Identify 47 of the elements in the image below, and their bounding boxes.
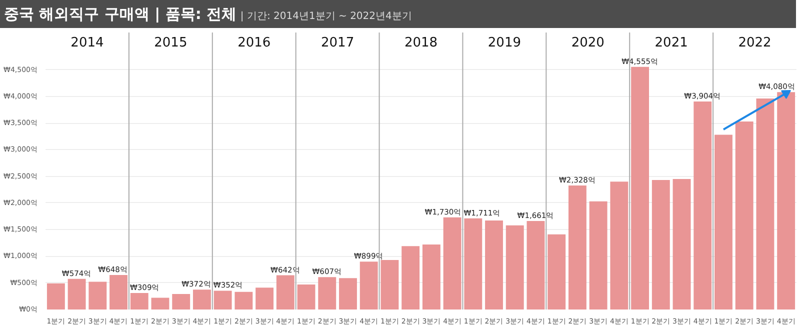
bar <box>214 290 232 310</box>
annotation: 2021 <box>654 36 688 50</box>
bar <box>652 180 670 310</box>
annotation: 2022 <box>738 36 772 50</box>
bar <box>485 220 503 310</box>
bar <box>402 246 420 310</box>
bar <box>297 284 316 310</box>
annotation: 2014 <box>70 36 104 50</box>
bar <box>256 288 274 310</box>
bar <box>548 234 566 310</box>
bar <box>130 293 148 310</box>
bar <box>756 98 774 310</box>
bar <box>234 292 253 310</box>
bar <box>777 92 796 310</box>
bar <box>88 282 107 310</box>
annotation: 2015 <box>154 36 188 50</box>
bar <box>672 178 691 310</box>
bar <box>380 260 399 310</box>
bar <box>610 182 628 310</box>
bar <box>46 283 65 310</box>
annotation: 2017 <box>321 36 354 50</box>
bar <box>172 294 190 310</box>
bar <box>526 221 545 310</box>
bar <box>631 66 650 310</box>
bar <box>714 134 732 310</box>
bar <box>443 217 462 310</box>
bar <box>276 275 294 310</box>
bar <box>192 290 211 310</box>
bar <box>735 121 754 310</box>
bar <box>151 298 170 310</box>
bar <box>318 277 336 310</box>
chart-subtitle: | 기간: 2014년1분기 ~ 2022년4분기 <box>240 11 412 22</box>
annotation: 2016 <box>238 36 271 50</box>
bar <box>506 225 524 310</box>
annotation: 2018 <box>404 36 438 50</box>
annotation: 2019 <box>488 36 521 50</box>
bar <box>110 274 128 310</box>
bar <box>360 262 378 310</box>
bar <box>422 244 440 310</box>
bar <box>694 102 712 310</box>
annotation: 2020 <box>571 36 604 50</box>
bar <box>339 278 357 310</box>
chart-title: 중국 해외직구 구매액 | 품목: 전체 <box>4 5 237 23</box>
bar <box>568 185 586 310</box>
bar <box>589 201 608 310</box>
bar <box>68 278 86 310</box>
bar <box>464 218 482 310</box>
